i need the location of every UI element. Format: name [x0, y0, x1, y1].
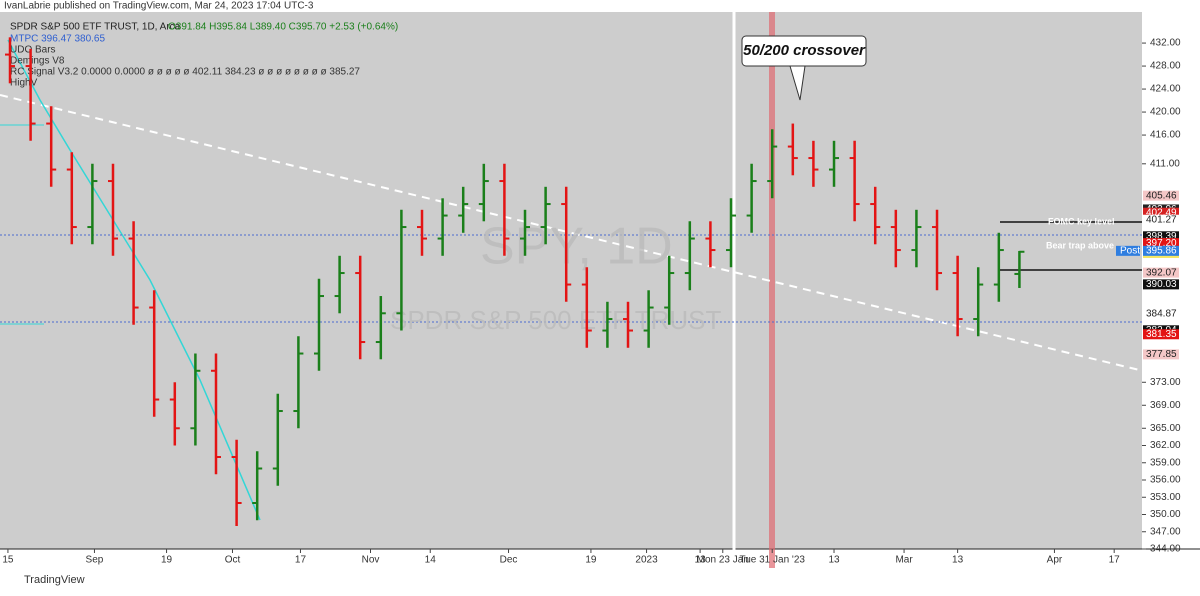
y-tick-label: 369.00 — [1150, 400, 1181, 411]
x-tick-label: 13 — [695, 555, 707, 566]
callout-pointer — [789, 65, 806, 101]
y-tick-label: 428.00 — [1150, 61, 1181, 72]
price-label-box — [1143, 349, 1179, 360]
x-tick-label: Oct — [225, 555, 241, 566]
y-tick-label: 373.00 — [1150, 377, 1181, 388]
x-tick-label: 14 — [425, 555, 437, 566]
footer-bar — [0, 568, 1200, 591]
post-price: 395.86 — [1146, 245, 1177, 256]
x-tick-label: Apr — [1047, 555, 1063, 566]
price-label-box — [1143, 231, 1179, 242]
y-tick-label: 356.00 — [1150, 475, 1181, 486]
price-label-box — [1143, 238, 1179, 249]
y-tick-label: 420.00 — [1150, 107, 1181, 118]
price-label: 398.39 — [1146, 231, 1177, 242]
publisher: IvanLabrie published on TradingView.com,… — [4, 1, 314, 12]
highlight-line — [769, 12, 775, 568]
price-label: 402.49 — [1146, 207, 1177, 218]
price-label-box — [1143, 279, 1179, 290]
price-label-box — [1143, 214, 1179, 225]
price-label: 397.20 — [1146, 238, 1177, 249]
x-tick-label: 13 — [952, 555, 964, 566]
watermark: SPY, 1D — [480, 218, 673, 276]
trend-line — [0, 94, 1161, 376]
price-label: 384.87 — [1146, 309, 1177, 320]
watermark-sub: SPDR S&P 500 ETF TRUST — [390, 305, 721, 335]
indicator-legend: RC Signal V3.2 0.0000 0.0000 ø ø ø ø ø 4… — [10, 67, 360, 78]
y-tick-label: 347.00 — [1150, 526, 1181, 537]
post-badge — [1116, 245, 1140, 256]
price-label-box — [1143, 309, 1179, 320]
price-label: 377.85 — [1146, 349, 1177, 360]
x-tick-label: 19 — [161, 555, 173, 566]
y-tick-label: 344.00 — [1150, 544, 1181, 555]
quote: O391.84 H395.84 L389.40 C395.70 +2.53 (+… — [168, 22, 398, 33]
y-tick-label: 350.00 — [1150, 509, 1181, 520]
indicator-legend: MTPC 396.47 380.65 — [10, 34, 105, 45]
x-tick-label: 2023 — [635, 555, 658, 566]
price-label-box — [1143, 329, 1179, 340]
x-tick-label: Nov — [362, 555, 380, 566]
price-label: 390.03 — [1146, 279, 1177, 290]
indicator-line — [7, 39, 261, 521]
x-tick-label: Tue 31 Jan '23 — [739, 555, 805, 566]
x-tick-label: 17 — [295, 555, 307, 566]
indicator-legend: HighV — [10, 78, 38, 89]
plot-background — [0, 12, 1142, 549]
price-label: 392.07 — [1146, 267, 1177, 278]
annotation: Bear trap above — [1046, 240, 1114, 250]
footer-brand: TradingView — [24, 574, 85, 586]
y-tick-label: 416.00 — [1150, 130, 1181, 141]
symbol-title: SPDR S&P 500 ETF TRUST, 1D, Arca — [10, 22, 181, 33]
x-tick-label: Mar — [895, 555, 913, 566]
price-label: 381.35 — [1146, 329, 1177, 340]
post-price-box — [1143, 245, 1179, 256]
x-tick-label: 17 — [1109, 555, 1121, 566]
price-label-box — [1143, 207, 1179, 218]
y-tick-label: 424.00 — [1150, 84, 1181, 95]
x-tick-label: 13 — [828, 555, 840, 566]
price-label: 401.27 — [1146, 214, 1177, 225]
x-tick-label: 15 — [2, 555, 14, 566]
callout-text: 50/200 crossover — [743, 42, 866, 59]
x-tick-label: Dec — [500, 555, 518, 566]
annotation: FOMC key level — [1048, 216, 1115, 226]
price-label-box — [1143, 190, 1179, 201]
price-label: 405.46 — [1146, 190, 1177, 201]
y-tick-label: 432.00 — [1150, 38, 1181, 49]
indicator-legend: UDO Bars — [10, 45, 56, 56]
post-badge-text: Post — [1120, 245, 1140, 256]
indicator-legend: Demings V8 — [10, 56, 65, 67]
y-tick-label: 365.00 — [1150, 423, 1181, 434]
x-tick-label: Sep — [86, 555, 104, 566]
x-tick-label: Mon 23 Jan — [697, 555, 749, 566]
y-tick-label: 353.00 — [1150, 492, 1181, 503]
x-tick-label: 19 — [585, 555, 597, 566]
y-tick-label: 359.00 — [1150, 457, 1181, 468]
y-tick-label: 362.00 — [1150, 440, 1181, 451]
y-tick-label: 411.00 — [1150, 158, 1180, 169]
price-label-box — [1143, 267, 1179, 278]
